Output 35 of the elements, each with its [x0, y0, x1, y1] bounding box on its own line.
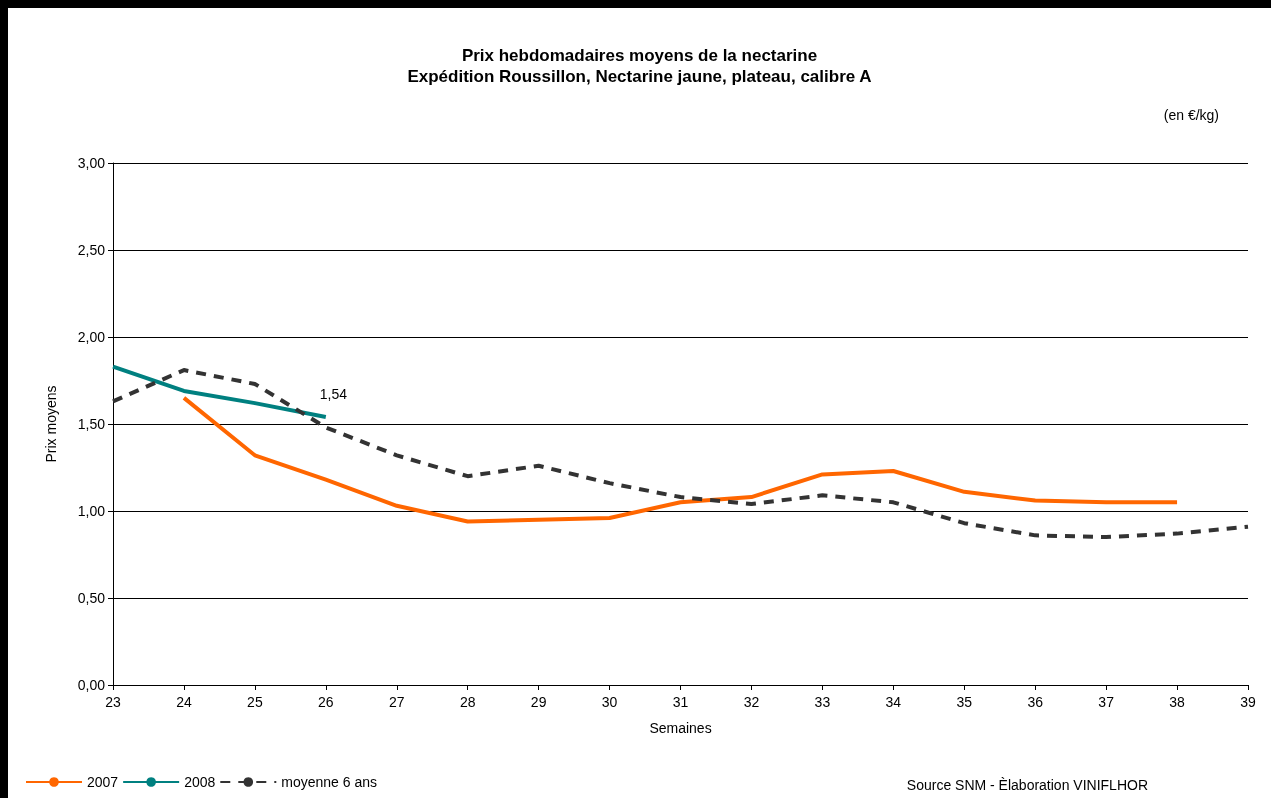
legend-label: 2007: [87, 774, 119, 790]
x-tick-label: 39: [1240, 694, 1256, 710]
x-tick-label: 33: [814, 694, 831, 710]
x-tick-label: 35: [956, 694, 973, 710]
chart-subtitle: Expédition Roussillon, Nectarine jaune, plateau, calibre A: [407, 67, 872, 86]
x-tick-label: 24: [176, 694, 192, 710]
x-tick-label: 28: [459, 694, 476, 710]
x-tick-label: 36: [1027, 694, 1044, 710]
source-note: Source SNM - Èlaboration VINIFLHOR: [906, 777, 1149, 793]
x-tick-label: 30: [601, 694, 618, 710]
y-tick-label: 2,00: [77, 329, 106, 345]
annotation: 1,54: [319, 386, 348, 403]
x-tick-label: 27: [388, 694, 405, 710]
x-tick-label: 23: [105, 694, 121, 710]
y-tick-label: 2,50: [77, 242, 106, 258]
y-tick-label: 1,50: [77, 416, 106, 432]
x-tick-label: 26: [318, 694, 334, 710]
x-tick-label: 38: [1169, 694, 1186, 710]
x-axis-title: Semaines: [649, 720, 712, 736]
x-tick-label: 32: [743, 694, 760, 710]
legend-label: moyenne 6 ans: [281, 774, 378, 790]
x-tick-label: 37: [1098, 694, 1115, 710]
x-tick-label: 25: [247, 694, 263, 710]
x-tick-label: 34: [885, 694, 902, 710]
line-series: [111, 368, 1250, 540]
text: (en €/kg): [1163, 107, 1219, 123]
y-tick-label: 3,00: [77, 155, 106, 171]
y-tick-label: 0,00: [77, 677, 106, 693]
legend-label: 2008: [184, 774, 216, 790]
chart-title: Prix hebdomadaires moyens de la nectarine: [461, 46, 818, 65]
y-tick-label: 0,50: [77, 590, 106, 606]
x-tick-label: 31: [672, 694, 689, 710]
y-axis-title: Prix moyens: [43, 385, 59, 463]
x-tick-label: 29: [530, 694, 547, 710]
y-tick-label: 1,00: [77, 503, 106, 519]
